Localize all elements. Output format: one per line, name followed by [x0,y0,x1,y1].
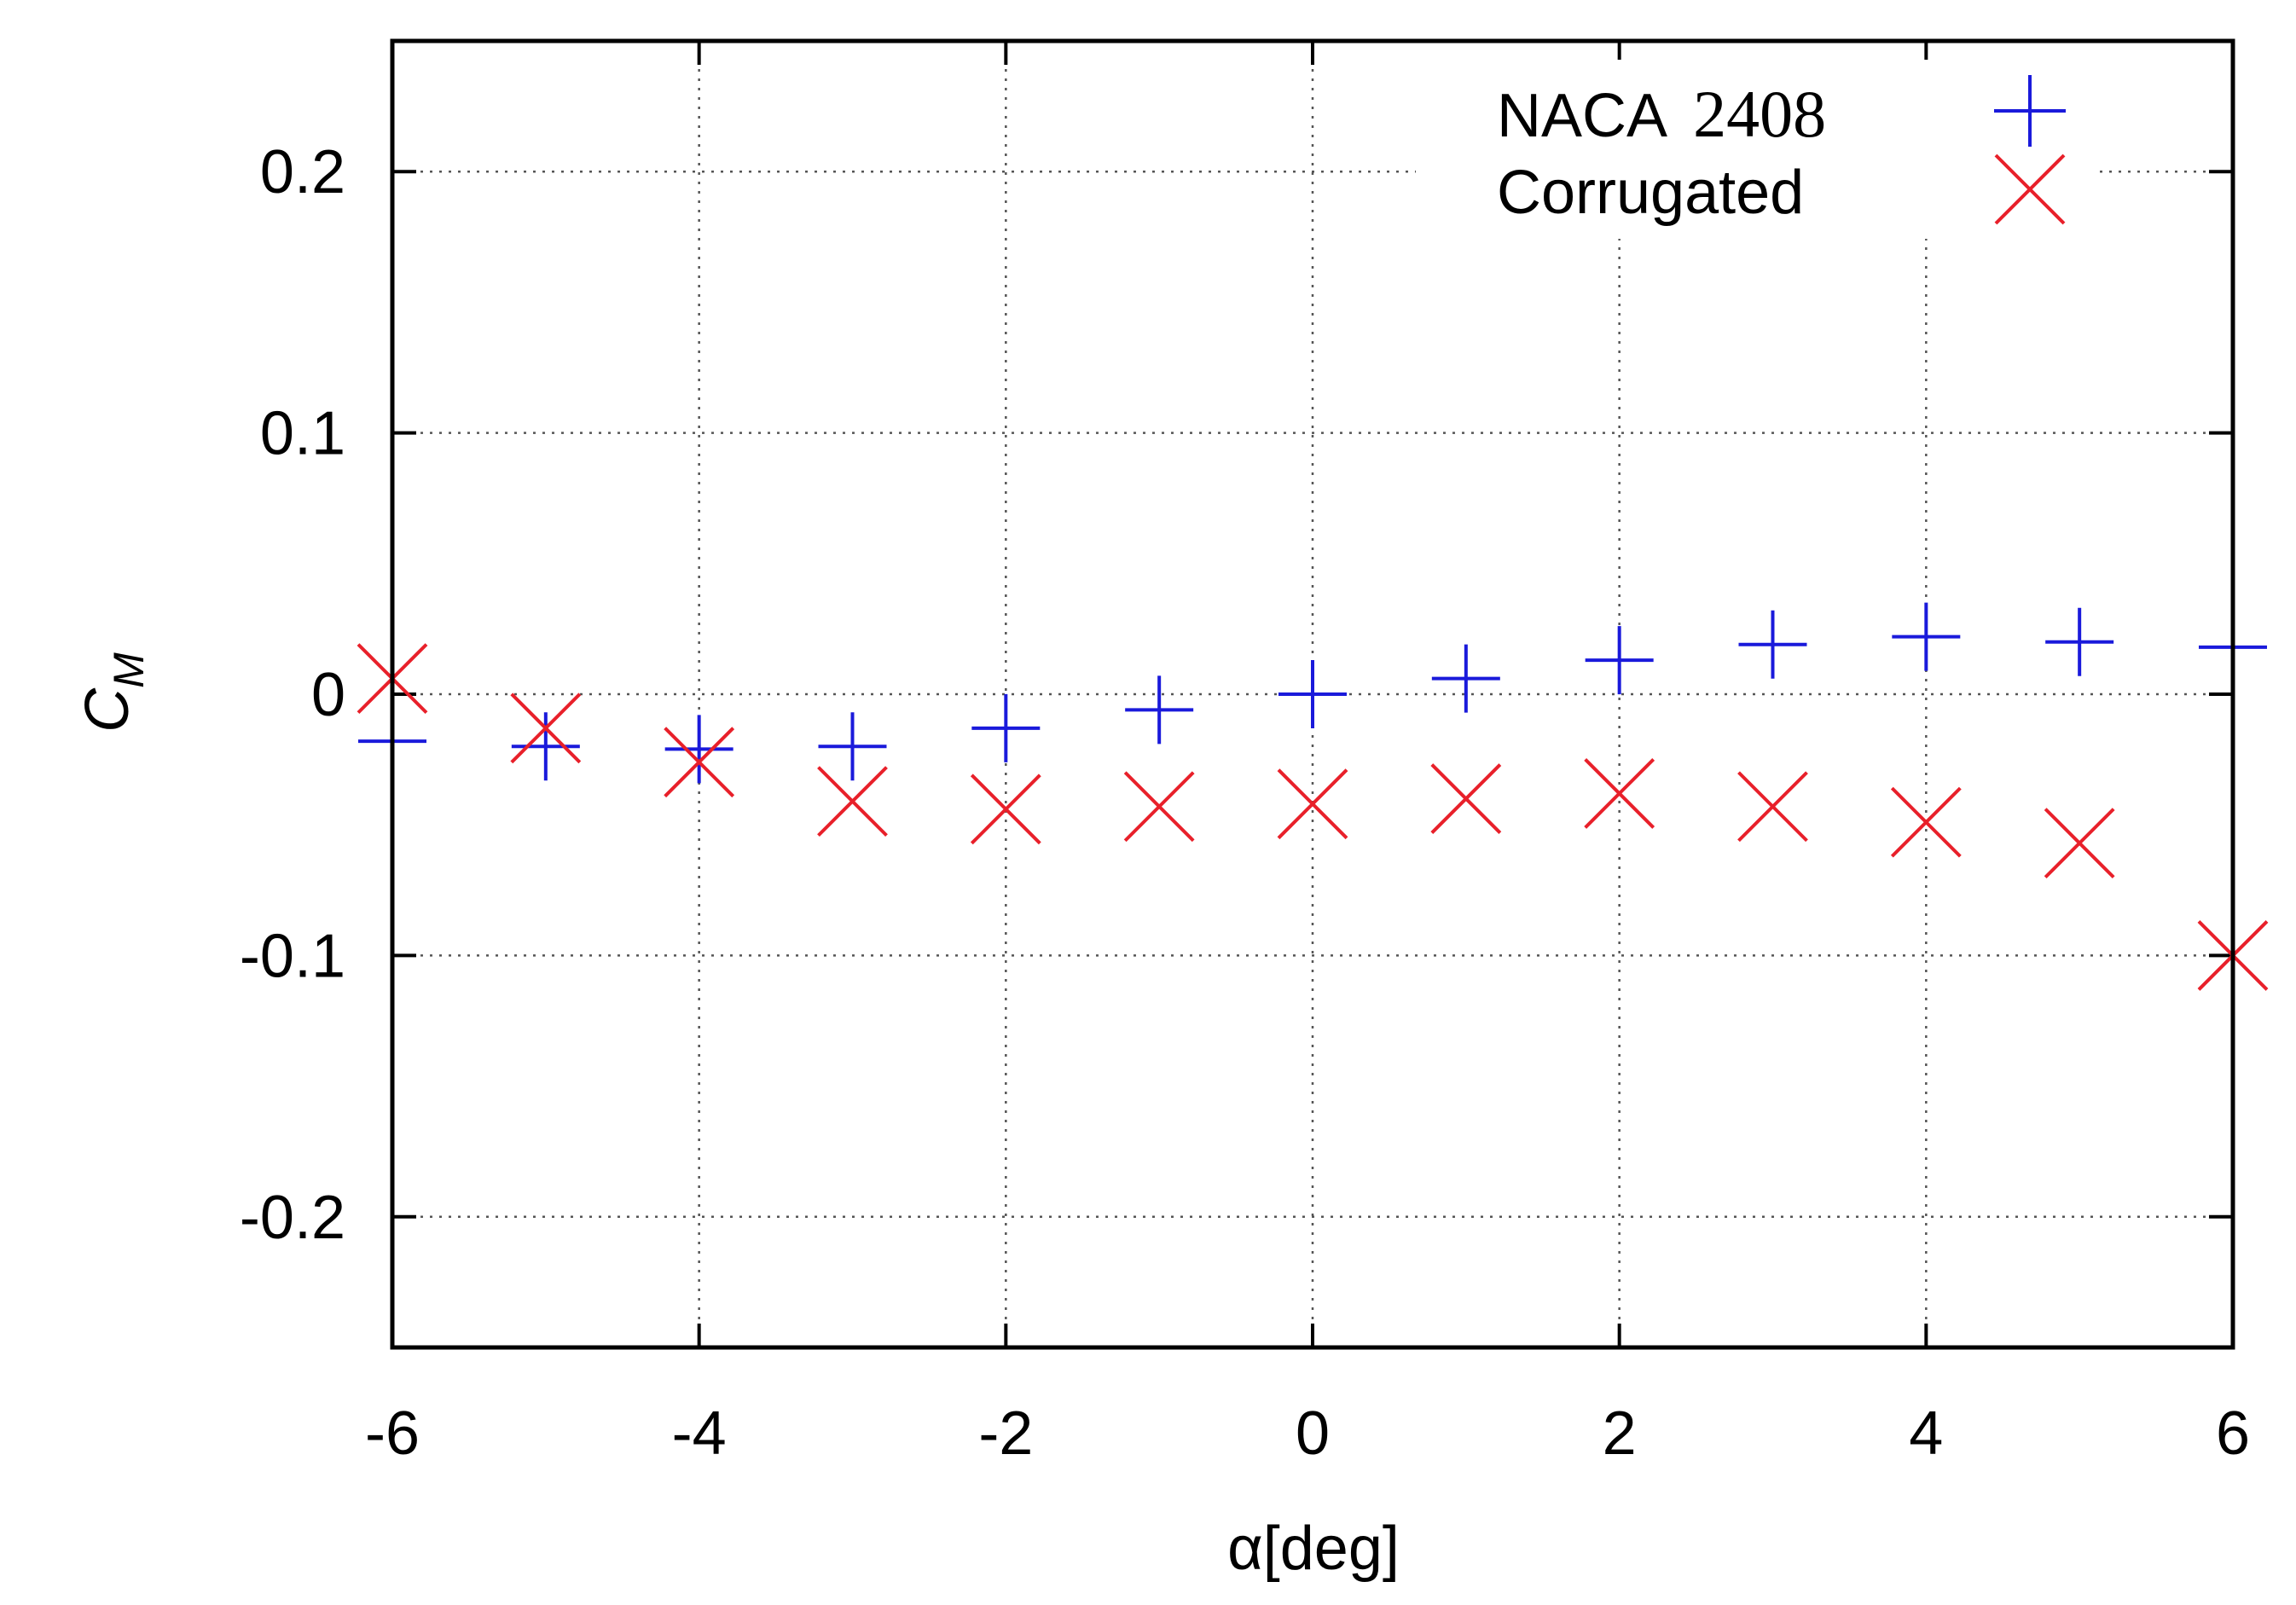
data-point-naca [1585,626,1654,695]
y-axis-title: CM [73,652,153,733]
legend-plus-glyph [1994,75,2066,147]
legend-label-corrugated: Corrugated [1497,159,1804,227]
data-point-naca [1278,660,1347,728]
x-tick-label: 0 [1296,1399,1330,1468]
x-tick-labels: -6 -4 -2 0 2 4 6 [365,1399,2250,1468]
y-axis-title-sub: M [105,652,153,688]
data-point-corrugated [1277,768,1348,840]
y-tick-labels: -0.2 -0.1 0 0.1 0.2 [240,138,345,1252]
data-point-naca [664,715,733,784]
y-tick-label: -0.2 [240,1184,345,1252]
x-tick-label: 2 [1603,1399,1637,1468]
x-tick-label: -6 [365,1399,420,1468]
plot-frame [390,38,2235,1350]
x-tick-label: -4 [672,1399,727,1468]
data-point-naca [1738,610,1807,679]
x-tick-label: 4 [1909,1399,1943,1468]
y-axis-title-main: C [73,687,142,733]
data-point-corrugated [664,727,735,798]
data-point-corrugated [2044,808,2115,879]
data-point-naca [971,693,1041,762]
y-tick-label: 0 [311,661,345,729]
x-axis-title: α[deg] [1227,1515,1400,1583]
legend: NACA 2408 Corrugated [1416,60,2094,239]
data-point-naca [1125,675,1194,745]
legend-marker-plus [1994,75,2066,147]
data-point-corrugated [1430,763,1502,834]
x-tick-label: 6 [2216,1399,2250,1468]
data-point-naca [511,712,580,781]
data-point-corrugated [1890,786,1962,858]
data-point-naca [2045,607,2114,676]
legend-label-naca: NACA 2408 [1497,77,1826,151]
legend-marker-cross [1994,154,2066,225]
legend-background [1416,60,2094,239]
data-point-corrugated [1584,758,1655,829]
y-tick-label: 0.2 [260,138,345,206]
legend-cross-glyph [1994,154,2066,225]
data-point-naca [1431,644,1500,713]
data-points [357,602,2269,991]
data-point-corrugated [817,766,888,837]
data-point-corrugated [1123,771,1195,843]
data-point-naca [818,712,887,781]
y-tick-label: 0.1 [260,400,345,468]
data-point-naca [1892,602,1961,671]
legend-label-naca-text: NACA [1497,82,1667,150]
y-tick-label: -0.1 [240,922,345,990]
data-point-corrugated [970,774,1041,845]
data-point-corrugated [510,692,582,764]
x-tick-label: -2 [978,1399,1033,1468]
data-point-corrugated [1737,771,1808,843]
legend-label-naca-number: 2408 [1693,77,1826,151]
